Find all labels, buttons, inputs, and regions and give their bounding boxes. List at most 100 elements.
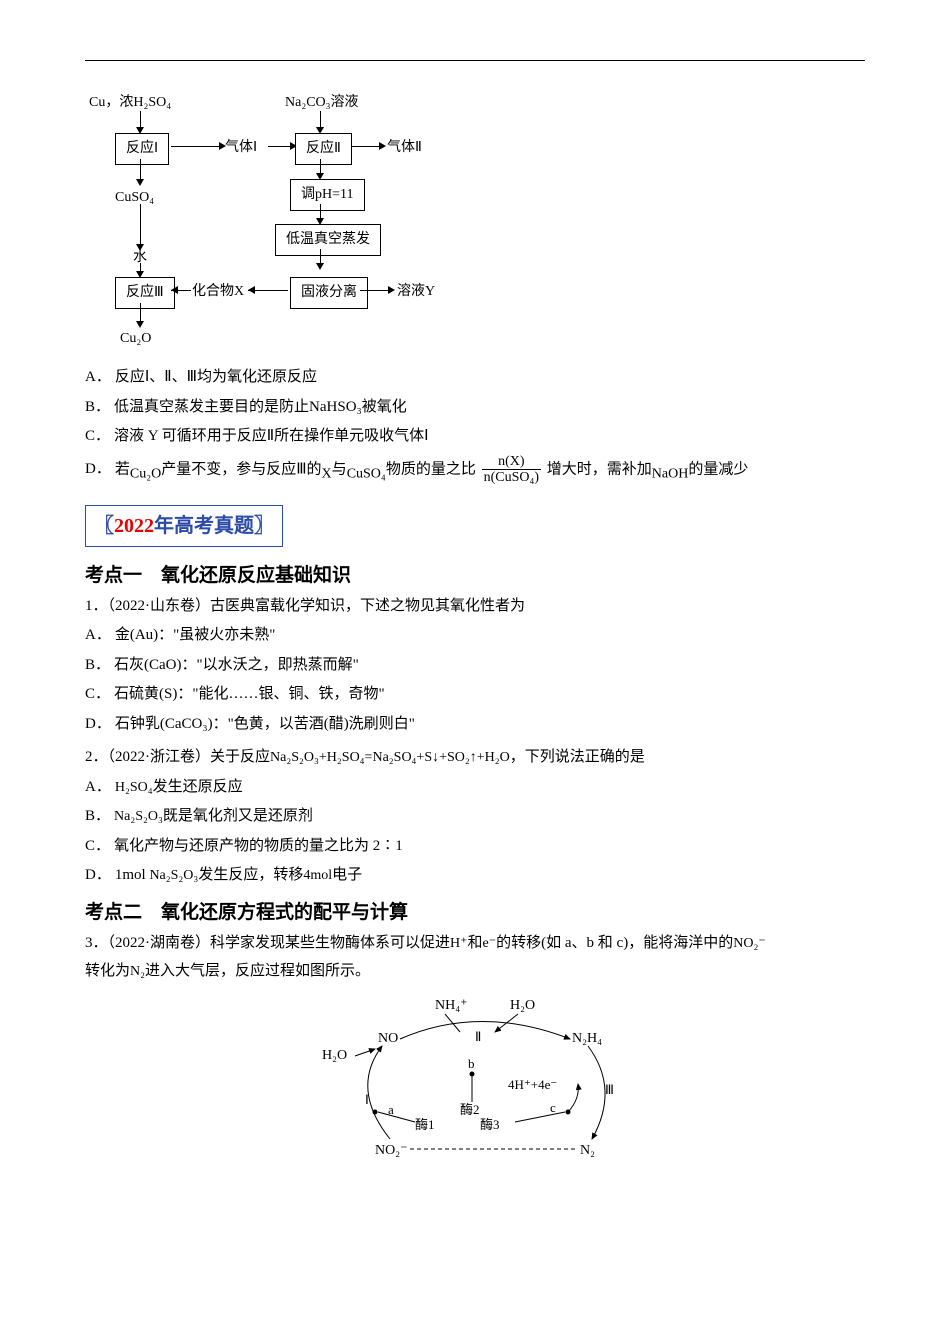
- opt-D-x: X: [322, 466, 332, 481]
- opt-A-text: 反应Ⅰ、Ⅱ、Ⅲ均为氧化还原反应: [115, 365, 865, 391]
- fc-line: [268, 146, 292, 147]
- q1-A: A．金(Au)："虽被火亦未熟": [85, 623, 865, 649]
- fc-rxn2: 反应Ⅱ: [295, 133, 352, 165]
- q1-D-chem: CaCO₃: [165, 716, 208, 732]
- q1-C-label: C．: [85, 682, 110, 708]
- opt-D-p3: 与: [332, 461, 347, 477]
- fc-arrow: [379, 142, 386, 150]
- section2-heading: 考点二 氧化还原方程式的配平与计算: [85, 897, 865, 929]
- q1-B: B．石灰(CaO)："以水沃之，即热蒸而解": [85, 653, 865, 679]
- q2-C-text: 氧化产物与还原产物的物质的量之比为 2∶1: [114, 834, 865, 860]
- diag-no: NO: [378, 1031, 398, 1046]
- q1-A-label: A．: [85, 623, 111, 649]
- opt-B-chem: NaHSO₃: [309, 399, 362, 415]
- q2-D-label: D．: [85, 863, 111, 889]
- diag-n2h4: N₂H₄: [572, 1031, 602, 1046]
- q2-D-text: 1mol Na₂S₂O₃发生反应，转移4mol电子: [115, 863, 865, 889]
- opt-D-cuso4: CuSO₄: [347, 466, 386, 481]
- diag-II: Ⅱ: [475, 1029, 481, 1044]
- opt-D-frac: n(X) n(CuSO₄): [482, 454, 541, 486]
- q2-src: （2022·浙江卷）: [108, 749, 211, 765]
- opt-D-fracden: n(CuSO₄): [482, 470, 541, 485]
- fc-arrow: [248, 286, 255, 294]
- opt-D-fracnum: n(X): [482, 454, 541, 470]
- q1-D-post: )："色黄，以苦酒(醋)洗刷则白": [208, 716, 415, 732]
- q2-B-text: Na₂S₂O₃既是氧化剂又是还原剂: [114, 804, 865, 830]
- q2-B-label: B．: [85, 804, 110, 830]
- fc-cu-h2so4: Cu，浓H₂SO₄: [89, 91, 171, 115]
- fc-compoundx: 化合物X: [192, 280, 244, 304]
- q1-stem: 古医典富载化学知识，下述之物见其氧化性者为: [210, 598, 525, 614]
- q2-post: ，下列说法正确的是: [510, 749, 645, 765]
- fc-line: [171, 146, 221, 147]
- process-flowchart: Cu，浓H₂SO₄ Na₂CO₃溶液 反应Ⅰ 气体Ⅰ 反应Ⅱ 气体Ⅱ CuSO₄…: [85, 91, 465, 361]
- fc-cuso4: CuSO₄: [115, 186, 154, 210]
- q2-C: C．氧化产物与还原产物的物质的量之比为 2∶1: [85, 834, 865, 860]
- fc-line: [140, 204, 141, 246]
- opt-A: A． 反应Ⅰ、Ⅱ、Ⅲ均为氧化还原反应: [85, 365, 865, 391]
- q1-D-pre: 石钟乳(: [115, 716, 165, 732]
- section1-heading: 考点一 氧化还原反应基础知识: [85, 560, 865, 592]
- q1-src: （2022·山东卷）: [108, 598, 211, 614]
- opt-D-p1: 若: [115, 461, 130, 477]
- opt-C-label: C．: [85, 424, 110, 450]
- opt-D-p2: 产量不变，参与反应Ⅲ的: [161, 461, 321, 477]
- q2-D-n: 4mol: [303, 868, 332, 883]
- opt-D-p6: 的量减少: [688, 461, 748, 477]
- fc-rxn1: 反应Ⅰ: [115, 133, 169, 165]
- q2-A-text: H₂SO₄发生还原反应: [115, 775, 865, 801]
- banner-year: 2022: [114, 515, 154, 537]
- opt-B-post: 被氧化: [362, 399, 407, 415]
- banner-open: 〖: [94, 515, 114, 537]
- diag-e1: 酶1: [415, 1117, 435, 1132]
- q2-D-pre: 1mol: [115, 867, 150, 883]
- diag-4h4e: 4H⁺+4e⁻: [508, 1077, 557, 1092]
- reaction-diagram: NH₄⁺ H₂O Ⅱ NO N₂H₄ H₂O Ⅰ a 酶1 酶2 酶3 b 4H…: [320, 994, 630, 1164]
- q3-line2: 转化为N₂进入大气层，反应过程如图所示。: [85, 959, 865, 985]
- opt-B-pre: 低温真空蒸发主要目的是防止: [114, 399, 309, 415]
- q2-B-txt: 既是氧化剂又是还原剂: [163, 808, 313, 824]
- q3-n2: N₂: [130, 964, 145, 979]
- opt-B-text: 低温真空蒸发主要目的是防止NaHSO₃被氧化: [114, 395, 865, 421]
- opt-A-label: A．: [85, 365, 111, 391]
- fc-arrow: [136, 179, 144, 186]
- q3: 3．（2022·湖南卷）科学家发现某些生物酶体系可以促进H⁺和e⁻的转移(如 a…: [85, 931, 865, 957]
- q1-num: 1．: [85, 598, 108, 614]
- q3-h: H⁺: [450, 936, 468, 951]
- q1-B-label: B．: [85, 653, 110, 679]
- q2-pre: 关于反应: [210, 749, 270, 765]
- q3-p2: 和: [468, 935, 483, 951]
- year-banner: 〖2022年高考真题〗: [85, 505, 283, 547]
- q1-B-text: 石灰(CaO)："以水沃之，即热蒸而解": [114, 653, 865, 679]
- diag-b: b: [468, 1056, 475, 1071]
- fc-sep: 固液分离: [290, 277, 368, 309]
- q1-D-label: D．: [85, 712, 111, 738]
- q2-D: D．1mol Na₂S₂O₃发生反应，转移4mol电子: [85, 863, 865, 889]
- q2-B-chem: Na₂S₂O₃: [114, 809, 163, 824]
- diag-e3: 酶3: [480, 1117, 500, 1132]
- q3-src: （2022·湖南卷）: [108, 935, 211, 951]
- q3-p4: 转化为: [85, 963, 130, 979]
- fc-line: [360, 290, 390, 291]
- fc-gas2: 气体Ⅱ: [387, 136, 422, 160]
- fc-line: [140, 303, 141, 323]
- q2-C-label: C．: [85, 834, 110, 860]
- opt-D-cu2o: Cu₂O: [130, 466, 161, 481]
- diag-n2: N₂: [580, 1143, 595, 1158]
- q1-D: D．石钟乳(CaCO₃)："色黄，以苦酒(醋)洗刷则白": [85, 712, 865, 738]
- q2-num: 2．: [85, 749, 108, 765]
- q2-D-chem: Na₂S₂O₃: [149, 868, 198, 883]
- q3-num: 3．: [85, 935, 108, 951]
- q2-A: A．H₂SO₄发生还原反应: [85, 775, 865, 801]
- q2-A-chem: H₂SO₄: [115, 780, 153, 795]
- opt-B: B． 低温真空蒸发主要目的是防止NaHSO₃被氧化: [85, 395, 865, 421]
- fc-arrow: [388, 286, 395, 294]
- diag-III: Ⅲ: [605, 1082, 614, 1097]
- fc-soly: 溶液Y: [397, 280, 435, 304]
- fc-cu2o: Cu₂O: [120, 327, 151, 351]
- fc-line: [351, 146, 381, 147]
- opt-D-text: 若Cu₂O产量不变，参与反应Ⅲ的X与CuSO₄物质的量之比 n(X) n(CuS…: [115, 454, 865, 486]
- q1-C-text: 石硫黄(S)："能化……银、铜、铁，奇物": [114, 682, 865, 708]
- q3-p3: 的转移(如 a、b 和 c)，能将海洋中的: [496, 935, 733, 951]
- diag-no2: NO₂⁻: [375, 1143, 408, 1158]
